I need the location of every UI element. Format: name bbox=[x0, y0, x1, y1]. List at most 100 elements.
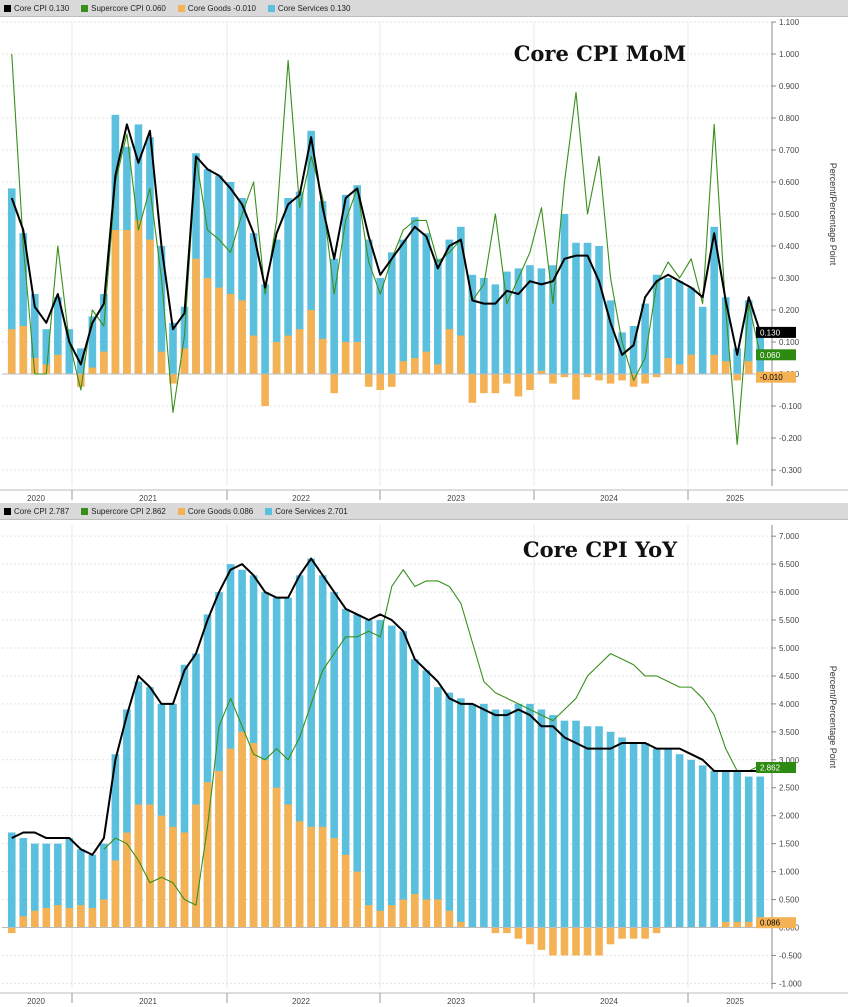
services-bar bbox=[261, 284, 269, 374]
services-bar bbox=[422, 670, 431, 928]
goods-bar bbox=[100, 899, 108, 928]
services-bar bbox=[353, 185, 362, 374]
goods-bar bbox=[146, 239, 154, 374]
goods-bar bbox=[7, 329, 16, 374]
goods-bar bbox=[123, 230, 131, 374]
services-bar bbox=[203, 614, 212, 928]
services-bar bbox=[272, 597, 281, 928]
services-bar bbox=[238, 198, 246, 374]
services-bar bbox=[572, 720, 580, 928]
core-cpi-line bbox=[10, 123, 762, 366]
services-bar bbox=[457, 698, 465, 928]
goods-bar bbox=[664, 358, 672, 374]
goods-bar bbox=[744, 921, 753, 928]
goods-bar bbox=[330, 374, 338, 394]
y-tick-label: -0.200 bbox=[779, 434, 802, 443]
legend-swatch bbox=[177, 507, 185, 515]
legend-item: Supercore CPI 2.862 bbox=[81, 507, 166, 516]
goods-bar bbox=[30, 358, 39, 374]
goods-bar bbox=[111, 230, 120, 374]
services-bar bbox=[687, 759, 695, 928]
goods-bar bbox=[595, 374, 603, 381]
y-tick-label: 4.500 bbox=[779, 672, 800, 681]
legend-item: Core Services 2.701 bbox=[265, 507, 348, 516]
mom-legend: Core CPI 0.130 Supercore CPI 0.060 Core Go… bbox=[0, 0, 848, 17]
mom-chart: 1.100 1.000 0.900 0.800 0.700 0.600 0.500 0.400… bbox=[0, 18, 848, 503]
goods-bar bbox=[457, 335, 465, 374]
y-tick-label: -0.500 bbox=[779, 951, 802, 960]
services-bar bbox=[410, 659, 419, 928]
y-tick-label: 1.000 bbox=[779, 50, 800, 59]
goods-bar bbox=[249, 335, 258, 374]
goods-bar bbox=[595, 927, 603, 956]
goods-bar bbox=[238, 731, 246, 928]
y-tick-label: -0.100 bbox=[779, 402, 802, 411]
services-bar bbox=[503, 709, 511, 928]
x-tick-label: 2021 bbox=[139, 997, 157, 1006]
services-bar bbox=[387, 252, 396, 374]
services-bar bbox=[180, 306, 189, 374]
x-tick-label: 2024 bbox=[600, 997, 618, 1006]
y-axis-label: Percent/Percentage Point bbox=[828, 163, 838, 266]
y-tick-label: 7.000 bbox=[779, 532, 800, 541]
services-bar bbox=[169, 703, 177, 928]
services-bar bbox=[537, 709, 546, 928]
goods-bar bbox=[549, 374, 557, 384]
y-tick-label: 1.000 bbox=[779, 868, 800, 877]
services-bar bbox=[88, 854, 97, 928]
goods-bar bbox=[295, 329, 304, 374]
x-tick-label: 2020 bbox=[27, 997, 45, 1006]
goods-bar bbox=[157, 815, 166, 928]
goods-bar bbox=[65, 907, 74, 928]
goods-bar bbox=[261, 759, 269, 928]
services-bar bbox=[445, 692, 454, 928]
services-bar bbox=[572, 242, 580, 374]
goods-bar bbox=[399, 361, 408, 374]
services-bar bbox=[330, 592, 338, 928]
services-bar bbox=[652, 748, 661, 928]
yoy-legend: Core CPI 2.787 Supercore CPI 2.862 Core Go… bbox=[0, 503, 848, 520]
services-bar bbox=[606, 300, 615, 374]
services-bar bbox=[387, 625, 396, 928]
services-bar bbox=[65, 838, 74, 928]
goods-bar bbox=[261, 374, 269, 406]
services-bar bbox=[54, 843, 62, 928]
value-badge-label: 0.130 bbox=[760, 328, 781, 337]
legend-item: Supercore CPI 0.060 bbox=[81, 4, 166, 13]
goods-bar bbox=[422, 899, 431, 928]
services-bar bbox=[618, 737, 626, 928]
goods-bar bbox=[572, 927, 580, 956]
services-bar bbox=[457, 226, 465, 374]
goods-bar bbox=[537, 370, 546, 374]
chart-title: Core CPI YoY bbox=[523, 537, 678, 562]
legend-label: Supercore CPI 0.060 bbox=[91, 3, 166, 13]
x-axis-band bbox=[0, 993, 848, 1007]
goods-bar bbox=[295, 821, 304, 928]
y-tick-label: 0.500 bbox=[779, 896, 800, 905]
services-bar bbox=[7, 188, 16, 374]
services-bar bbox=[733, 770, 742, 928]
services-bar bbox=[549, 265, 557, 374]
services-bar bbox=[203, 169, 212, 374]
goods-bar bbox=[284, 335, 292, 374]
services-bar bbox=[364, 620, 373, 928]
goods-bar bbox=[192, 804, 200, 928]
legend-item: Core CPI 2.787 bbox=[4, 507, 69, 516]
services-bar bbox=[7, 832, 16, 928]
value-badge: 0.086 bbox=[756, 917, 796, 929]
services-bar bbox=[284, 198, 292, 374]
legend-swatch bbox=[81, 4, 89, 12]
services-bar bbox=[664, 278, 672, 374]
services-bar bbox=[42, 843, 51, 928]
services-bar bbox=[721, 297, 730, 374]
goods-bar bbox=[652, 374, 661, 378]
services-bar bbox=[514, 268, 523, 374]
goods-bar bbox=[157, 351, 166, 374]
goods-bar bbox=[445, 329, 454, 374]
services-bar bbox=[606, 731, 615, 928]
services-bar bbox=[192, 653, 200, 928]
goods-bar bbox=[445, 910, 454, 928]
services-bar bbox=[434, 687, 442, 928]
services-bar bbox=[549, 715, 557, 928]
legend-swatch bbox=[177, 4, 185, 12]
